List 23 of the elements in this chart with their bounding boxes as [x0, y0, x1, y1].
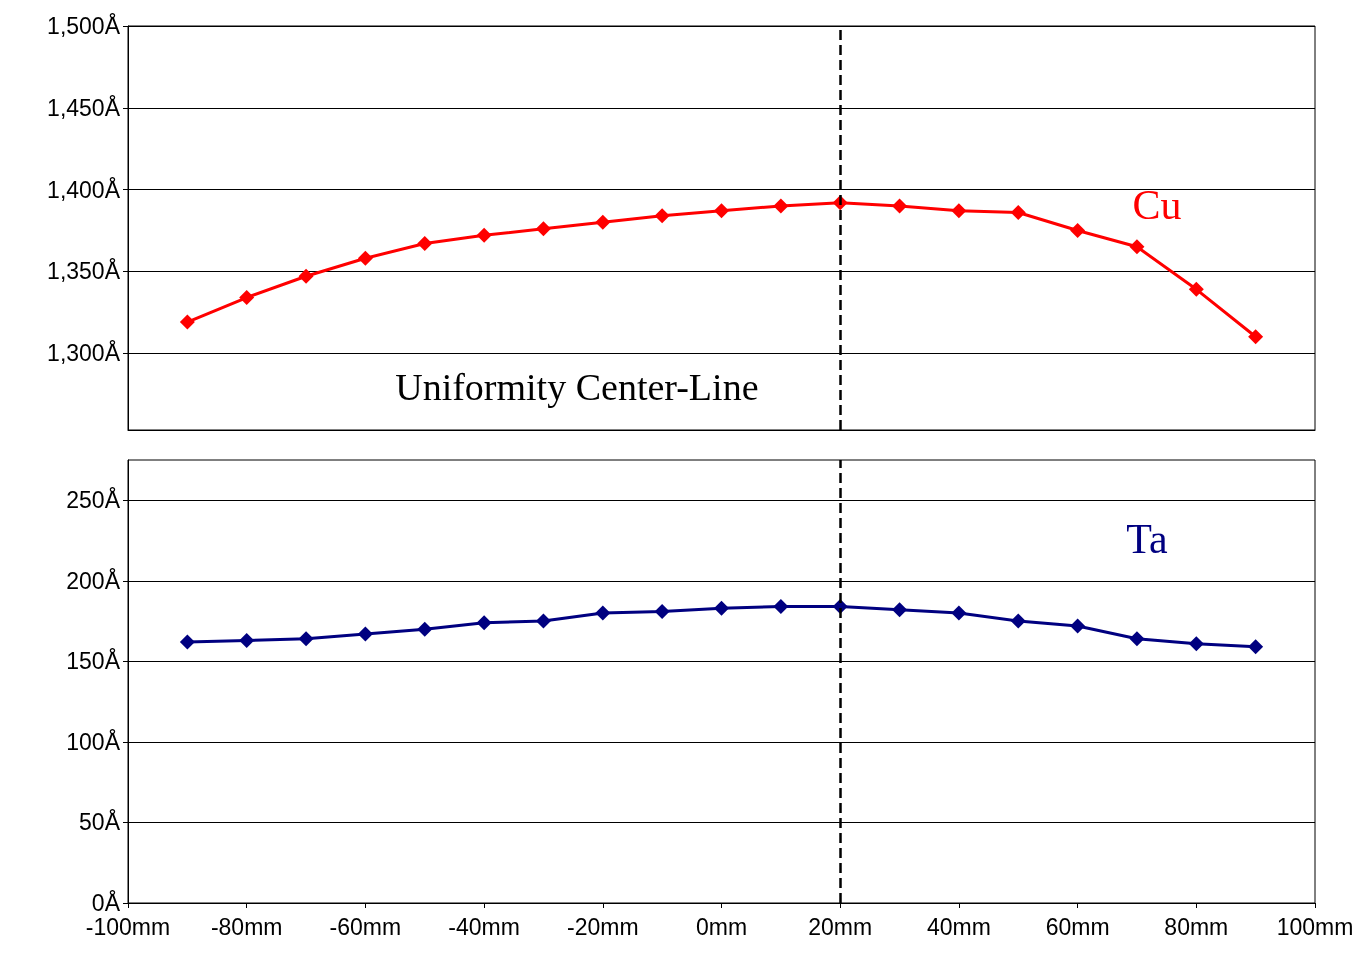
y-tick-label: 50Å [79, 808, 121, 836]
x-tick-label: 60mm [1045, 913, 1110, 940]
x-tick-label: 40mm [926, 913, 991, 940]
y-tick-label: 150Å [66, 647, 121, 675]
y-tick-label: 1,450Å [47, 93, 121, 121]
y-tick-label: 250Å [66, 486, 121, 514]
y-tick-label: 1,400Å [47, 175, 121, 203]
series-label: Ta [1126, 516, 1168, 563]
x-tick-label: -80mm [210, 913, 283, 940]
y-tick-label: 1,350Å [47, 257, 121, 285]
x-tick-label: -20mm [567, 913, 639, 940]
y-tick-label: 200Å [66, 567, 121, 595]
x-tick-label: 0mm [695, 913, 748, 940]
x-tick-label: -40mm [448, 913, 520, 940]
ref-line-label: Uniformity Center-Line [395, 366, 759, 408]
y-tick-label: 100Å [66, 728, 121, 756]
y-tick-label: 1,300Å [47, 339, 121, 367]
series-label: Cu [1132, 182, 1182, 229]
x-tick-label: 80mm [1164, 913, 1229, 940]
x-tick-label: 100mm [1276, 913, 1354, 940]
x-tick-label: -60mm [329, 913, 402, 940]
y-tick-label: 1,500Å [47, 12, 121, 39]
x-tick-label: 20mm [808, 913, 873, 940]
